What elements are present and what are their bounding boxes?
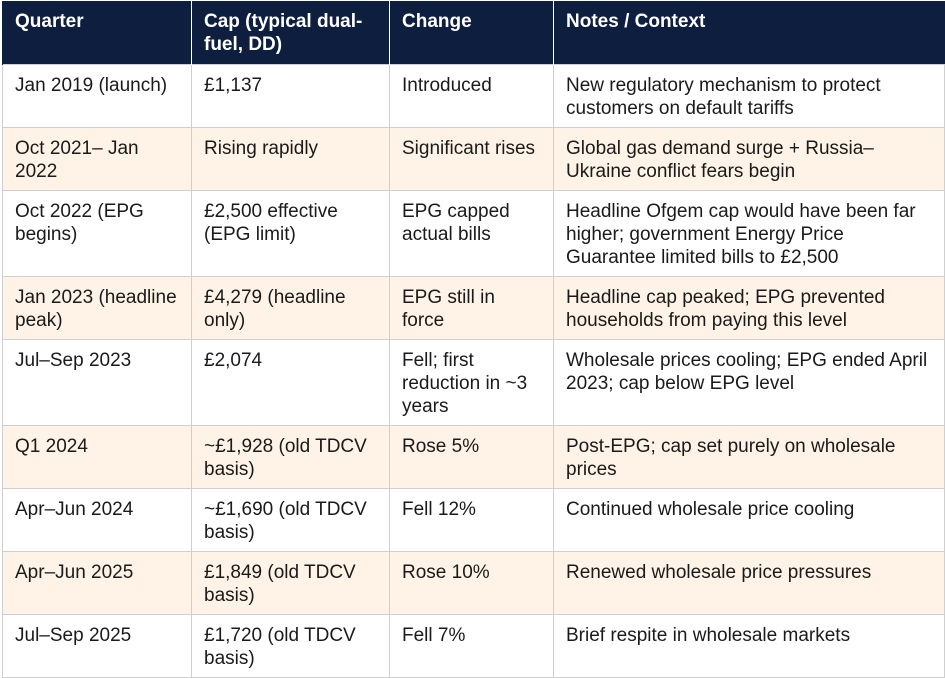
column-header-change: Change [389,1,554,65]
cell-cap: £4,279 (headline only) [191,276,390,340]
cell-notes: Brief respite in wholesale markets [553,614,945,678]
table-row: Oct 2022 (EPG begins) £2,500 effective (… [2,190,945,277]
cell-change: Fell 7% [389,614,554,678]
cell-notes: Headline Ofgem cap would have been far h… [553,190,945,277]
cell-change: EPG capped actual bills [389,190,554,277]
cell-quarter: Oct 2022 (EPG begins) [2,190,192,277]
cell-change: Introduced [389,64,554,128]
table-row: Jul–Sep 2025 £1,720 (old TDCV basis) Fel… [2,614,945,678]
cell-quarter: Q1 2024 [2,425,192,489]
cell-quarter: Apr–Jun 2024 [2,488,192,552]
table-row: Apr–Jun 2025 £1,849 (old TDCV basis) Ros… [2,551,945,615]
cell-quarter: Jul–Sep 2025 [2,614,192,678]
column-header-notes: Notes / Context [553,1,945,65]
cell-quarter: Oct 2021– Jan 2022 [2,127,192,191]
table-row: Q1 2024 ~£1,928 (old TDCV basis) Rose 5%… [2,425,945,489]
table-header-row: Quarter Cap (typical dual-fuel, DD) Chan… [2,1,945,65]
cell-cap: ~£1,928 (old TDCV basis) [191,425,390,489]
cell-notes: Continued wholesale price cooling [553,488,945,552]
cell-notes: Global gas demand surge + Russia–Ukraine… [553,127,945,191]
cell-cap: Rising rapidly [191,127,390,191]
cell-cap: £2,074 [191,339,390,426]
table-row: Jan 2023 (headline peak) £4,279 (headlin… [2,276,945,340]
cell-cap: £1,849 (old TDCV basis) [191,551,390,615]
cell-change: Fell; first reduction in ~3 years [389,339,554,426]
cell-cap: £1,720 (old TDCV basis) [191,614,390,678]
cell-notes: Post-EPG; cap set purely on wholesale pr… [553,425,945,489]
cell-cap: ~£1,690 (old TDCV basis) [191,488,390,552]
cell-change: EPG still in force [389,276,554,340]
cell-notes: Renewed wholesale price pressures [553,551,945,615]
cell-change: Rose 10% [389,551,554,615]
cell-change: Fell 12% [389,488,554,552]
cell-cap: £1,137 [191,64,390,128]
column-header-cap: Cap (typical dual-fuel, DD) [191,1,390,65]
table-row: Jan 2019 (launch) £1,137 Introduced New … [2,64,945,128]
cell-quarter: Jan 2023 (headline peak) [2,276,192,340]
cell-quarter: Jan 2019 (launch) [2,64,192,128]
table-row: Jul–Sep 2023 £2,074 Fell; first reductio… [2,339,945,426]
table-row: Oct 2021– Jan 2022 Rising rapidly Signif… [2,127,945,191]
cell-notes: Headline cap peaked; EPG prevented house… [553,276,945,340]
cell-notes: New regulatory mechanism to protect cust… [553,64,945,128]
cell-change: Rose 5% [389,425,554,489]
cell-cap: £2,500 effective (EPG limit) [191,190,390,277]
table-row: Apr–Jun 2024 ~£1,690 (old TDCV basis) Fe… [2,488,945,552]
cell-quarter: Apr–Jun 2025 [2,551,192,615]
cell-quarter: Jul–Sep 2023 [2,339,192,426]
cell-change: Significant rises [389,127,554,191]
cell-notes: Wholesale prices cooling; EPG ended Apri… [553,339,945,426]
column-header-quarter: Quarter [2,1,192,65]
